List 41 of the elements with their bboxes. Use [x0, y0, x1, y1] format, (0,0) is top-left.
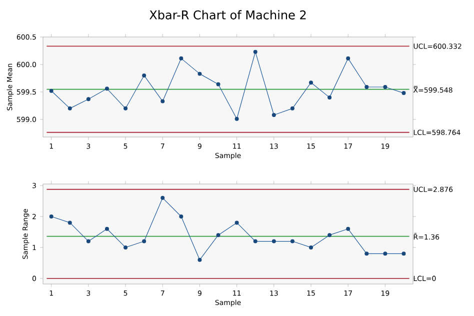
point	[346, 226, 350, 231]
point	[234, 116, 239, 121]
chart-title: Xbar-R Chart of Machine 2	[150, 10, 306, 20]
point	[198, 258, 202, 262]
point	[364, 85, 369, 89]
point	[402, 252, 406, 256]
point	[402, 91, 406, 96]
point	[364, 252, 369, 256]
point	[253, 239, 258, 244]
point	[160, 196, 165, 200]
point	[104, 226, 109, 231]
point	[272, 113, 276, 118]
point	[234, 220, 239, 225]
point	[328, 233, 332, 238]
point	[290, 239, 294, 244]
point	[328, 95, 332, 100]
point	[124, 245, 128, 250]
point	[68, 106, 72, 110]
point	[309, 80, 313, 85]
point	[68, 220, 72, 225]
point	[346, 56, 350, 60]
point	[198, 72, 202, 76]
point	[160, 99, 165, 104]
point	[216, 82, 220, 86]
point	[309, 245, 313, 250]
point	[86, 239, 90, 244]
point	[142, 239, 146, 244]
point	[86, 97, 90, 102]
point	[290, 106, 294, 110]
point	[179, 214, 184, 219]
point	[124, 106, 128, 110]
point	[216, 233, 220, 238]
point	[383, 252, 388, 256]
point	[104, 86, 109, 91]
point	[49, 88, 54, 93]
point	[179, 56, 184, 60]
point	[142, 73, 146, 78]
point	[383, 85, 388, 89]
point	[272, 239, 276, 244]
point	[253, 50, 258, 54]
point	[49, 214, 54, 219]
